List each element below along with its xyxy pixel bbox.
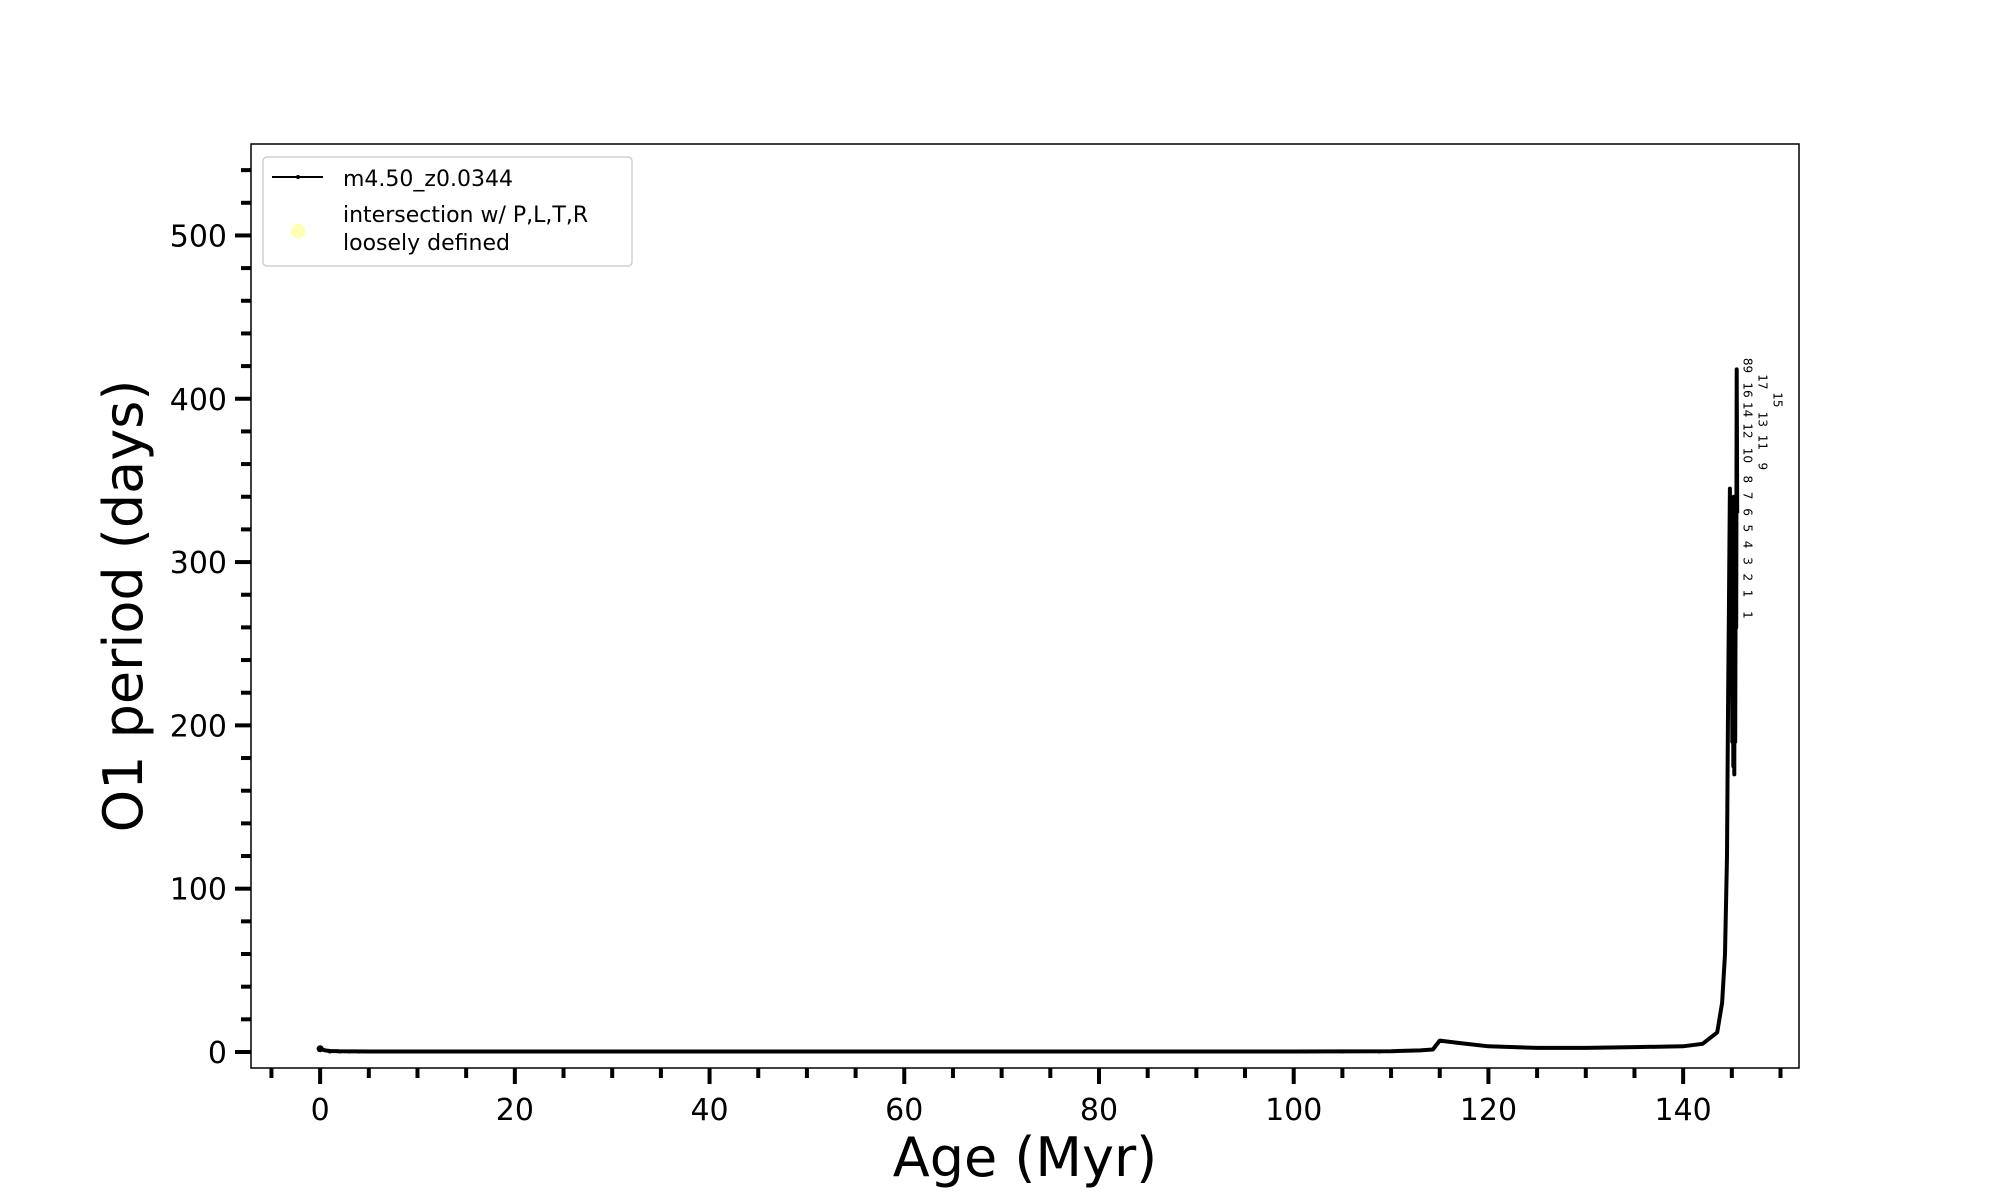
legend-box [262, 156, 633, 267]
series-marker [1155, 1049, 1160, 1054]
series-marker [1340, 1049, 1345, 1054]
series-marker [337, 1049, 342, 1054]
series-layer [316, 367, 1740, 1054]
annotation-label: 8 [1741, 476, 1755, 484]
annotation-label: 13 [1756, 412, 1770, 427]
annotation-label: 7 [1741, 492, 1755, 500]
annotation-label: 10 [1741, 448, 1755, 463]
y-tick-label: 500 [170, 219, 227, 254]
annotation-label: 6 [1741, 508, 1755, 516]
annotation-label: 2 [1741, 574, 1755, 582]
x-axis-label: Age (Myr) [893, 1126, 1158, 1189]
annotation-label: 89 [1741, 358, 1755, 373]
series-marker [357, 1049, 362, 1054]
series-marker [366, 1049, 371, 1054]
x-tick-label: 60 [885, 1093, 923, 1128]
y-tick-label: 0 [208, 1036, 227, 1071]
series-marker [1044, 1049, 1049, 1054]
series-marker [600, 1049, 605, 1054]
series-line [319, 367, 1740, 1054]
x-tick-label: 120 [1460, 1093, 1517, 1128]
annotation-label: 17 [1756, 374, 1770, 389]
x-tick-label: 140 [1655, 1093, 1712, 1128]
series-marker [405, 1049, 410, 1054]
series-marker [452, 1049, 457, 1054]
series-marker [489, 1049, 494, 1054]
annotation-label: 16 [1741, 382, 1755, 397]
x-tick-label: 20 [496, 1093, 534, 1128]
series-marker [526, 1049, 531, 1054]
annotation-label: 3 [1741, 557, 1755, 565]
series-marker [748, 1049, 753, 1054]
legend-intersection-marker [290, 223, 306, 239]
legend-dot-marker [296, 175, 300, 179]
series-marker [822, 1049, 827, 1054]
series-marker [1229, 1049, 1234, 1054]
y-tick-label: 300 [170, 546, 227, 581]
series-marker [1303, 1049, 1308, 1054]
series-marker [396, 1049, 401, 1054]
y-tick-label: 400 [170, 383, 227, 418]
series-marker [859, 1049, 864, 1054]
y-tick-label: 200 [170, 709, 227, 744]
series-marker [970, 1049, 975, 1054]
series-marker [1007, 1049, 1012, 1054]
series-marker [637, 1049, 642, 1054]
legend: m4.50_z0.0344 intersection w/ P,L,T,R lo… [262, 156, 633, 267]
series-marker [347, 1049, 352, 1054]
series-marker [1081, 1049, 1086, 1054]
x-axis: 0 20 40 60 80 100 120 140 [269, 1068, 1783, 1128]
annotation-label: 1 [1741, 590, 1755, 598]
y-tick-label: 100 [170, 873, 227, 908]
series-marker [415, 1049, 420, 1054]
series-marker [563, 1049, 568, 1054]
y-axis: 0 100 200 300 400 500 [170, 168, 251, 1071]
annotation-label: 15 [1771, 392, 1785, 407]
annotation-label: 12 [1741, 423, 1755, 438]
annotation-label: 14 [1741, 402, 1755, 417]
series-marker [1266, 1049, 1271, 1054]
annotation-label: 4 [1741, 541, 1755, 549]
legend-label-intersection-1: intersection w/ P,L,T,R [343, 203, 588, 228]
series-marker [1192, 1049, 1197, 1054]
x-tick-label: 100 [1265, 1093, 1322, 1128]
series-marker [1118, 1049, 1123, 1054]
series-marker [316, 1045, 324, 1053]
series-marker [711, 1049, 716, 1054]
series-marker [386, 1049, 391, 1054]
annotation-label: 11 [1756, 435, 1770, 450]
series-marker [933, 1049, 938, 1054]
annotation-label: 5 [1741, 525, 1755, 533]
x-tick-label: 0 [311, 1093, 330, 1128]
series-marker [896, 1049, 901, 1054]
legend-label-series: m4.50_z0.0344 [343, 167, 513, 192]
series-marker [674, 1049, 679, 1054]
series-marker [785, 1049, 790, 1054]
y-axis-label: O1 period (days) [92, 380, 155, 833]
series-marker [327, 1049, 332, 1054]
plot-area [250, 143, 1800, 1069]
annotation-label: 1 [1741, 611, 1755, 619]
x-tick-label: 80 [1080, 1093, 1118, 1128]
legend-label-intersection-2: loosely defined [343, 231, 510, 256]
series-marker [1377, 1049, 1382, 1054]
series-marker [376, 1049, 381, 1054]
annotation-label: 9 [1756, 463, 1770, 471]
x-tick-label: 40 [690, 1093, 728, 1128]
